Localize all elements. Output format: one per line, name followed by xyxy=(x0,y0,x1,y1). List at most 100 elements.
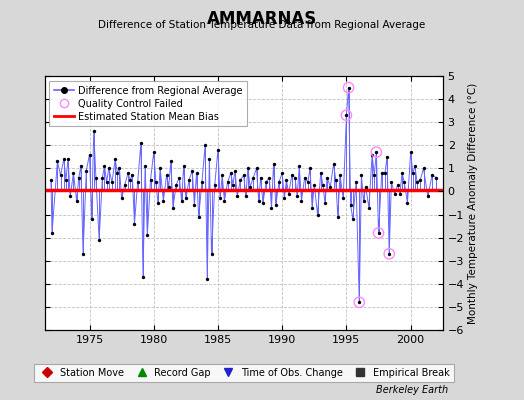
Point xyxy=(403,200,412,206)
Point xyxy=(146,177,155,183)
Point xyxy=(416,177,424,183)
Point xyxy=(336,172,344,178)
Point xyxy=(355,299,364,306)
Text: AMMARNAS: AMMARNAS xyxy=(207,10,317,28)
Point xyxy=(344,84,353,91)
Point xyxy=(400,179,408,186)
Point xyxy=(313,211,322,218)
Point xyxy=(348,216,357,222)
Point xyxy=(269,160,278,167)
Point xyxy=(291,174,299,181)
Point xyxy=(216,195,224,202)
Point xyxy=(259,200,267,206)
Point xyxy=(253,165,261,172)
Point xyxy=(319,181,327,188)
Point xyxy=(387,179,396,186)
Point xyxy=(190,202,199,208)
Point xyxy=(265,174,274,181)
Point xyxy=(223,179,232,186)
Point xyxy=(218,172,226,178)
Point xyxy=(326,184,334,190)
Point xyxy=(428,172,436,178)
Point xyxy=(102,179,111,186)
Point xyxy=(262,179,270,186)
Point xyxy=(231,168,239,174)
Point xyxy=(332,177,340,183)
Point xyxy=(194,214,203,220)
Point xyxy=(79,250,88,257)
Point xyxy=(105,165,113,172)
Point xyxy=(246,184,254,190)
Point xyxy=(344,84,353,91)
Point xyxy=(413,179,421,186)
Point xyxy=(352,179,361,186)
Point xyxy=(346,202,355,208)
Point xyxy=(62,177,70,183)
Point xyxy=(64,156,72,162)
Point xyxy=(192,170,201,176)
Point xyxy=(69,170,78,176)
Point xyxy=(57,172,65,178)
Point xyxy=(423,193,432,199)
Point xyxy=(111,156,119,162)
Point xyxy=(66,193,74,199)
Point xyxy=(226,170,235,176)
Point xyxy=(121,181,129,188)
Point xyxy=(154,200,162,206)
Point xyxy=(280,195,289,202)
Point xyxy=(236,177,245,183)
Point xyxy=(374,230,383,236)
Point xyxy=(95,237,103,243)
Point xyxy=(48,230,56,236)
Point xyxy=(98,174,106,181)
Point xyxy=(175,174,183,181)
Point xyxy=(330,160,338,167)
Point xyxy=(288,172,296,178)
Point xyxy=(285,190,293,197)
Point xyxy=(300,174,309,181)
Point xyxy=(339,195,347,202)
Y-axis label: Monthly Temperature Anomaly Difference (°C): Monthly Temperature Anomaly Difference (… xyxy=(468,82,478,324)
Point xyxy=(178,198,186,204)
Point xyxy=(372,149,380,156)
Legend: Station Move, Record Gap, Time of Obs. Change, Empirical Break: Station Move, Record Gap, Time of Obs. C… xyxy=(34,364,454,382)
Point xyxy=(275,179,283,186)
Point xyxy=(108,179,116,186)
Point xyxy=(321,200,329,206)
Point xyxy=(365,204,373,211)
Point xyxy=(390,190,399,197)
Point xyxy=(205,156,214,162)
Point xyxy=(214,147,222,153)
Point xyxy=(267,204,276,211)
Point xyxy=(74,174,83,181)
Point xyxy=(419,165,428,172)
Point xyxy=(385,250,394,257)
Point xyxy=(278,170,287,176)
Point xyxy=(249,174,257,181)
Point xyxy=(368,151,376,158)
Point xyxy=(47,177,55,183)
Point xyxy=(310,181,319,188)
Point xyxy=(188,168,196,174)
Point xyxy=(201,142,209,148)
Point xyxy=(162,172,171,178)
Point xyxy=(244,165,252,172)
Point xyxy=(180,163,188,169)
Point xyxy=(229,181,237,188)
Point xyxy=(355,299,364,306)
Point xyxy=(308,204,316,211)
Point xyxy=(383,154,391,160)
Point xyxy=(165,184,173,190)
Point xyxy=(220,198,228,204)
Point xyxy=(257,174,265,181)
Point xyxy=(293,193,301,199)
Point xyxy=(381,170,389,176)
Point xyxy=(53,158,62,165)
Point xyxy=(282,177,291,183)
Point xyxy=(139,274,147,280)
Point xyxy=(141,163,149,169)
Point xyxy=(72,198,81,204)
Point xyxy=(407,149,415,156)
Point xyxy=(394,181,402,188)
Point xyxy=(82,168,91,174)
